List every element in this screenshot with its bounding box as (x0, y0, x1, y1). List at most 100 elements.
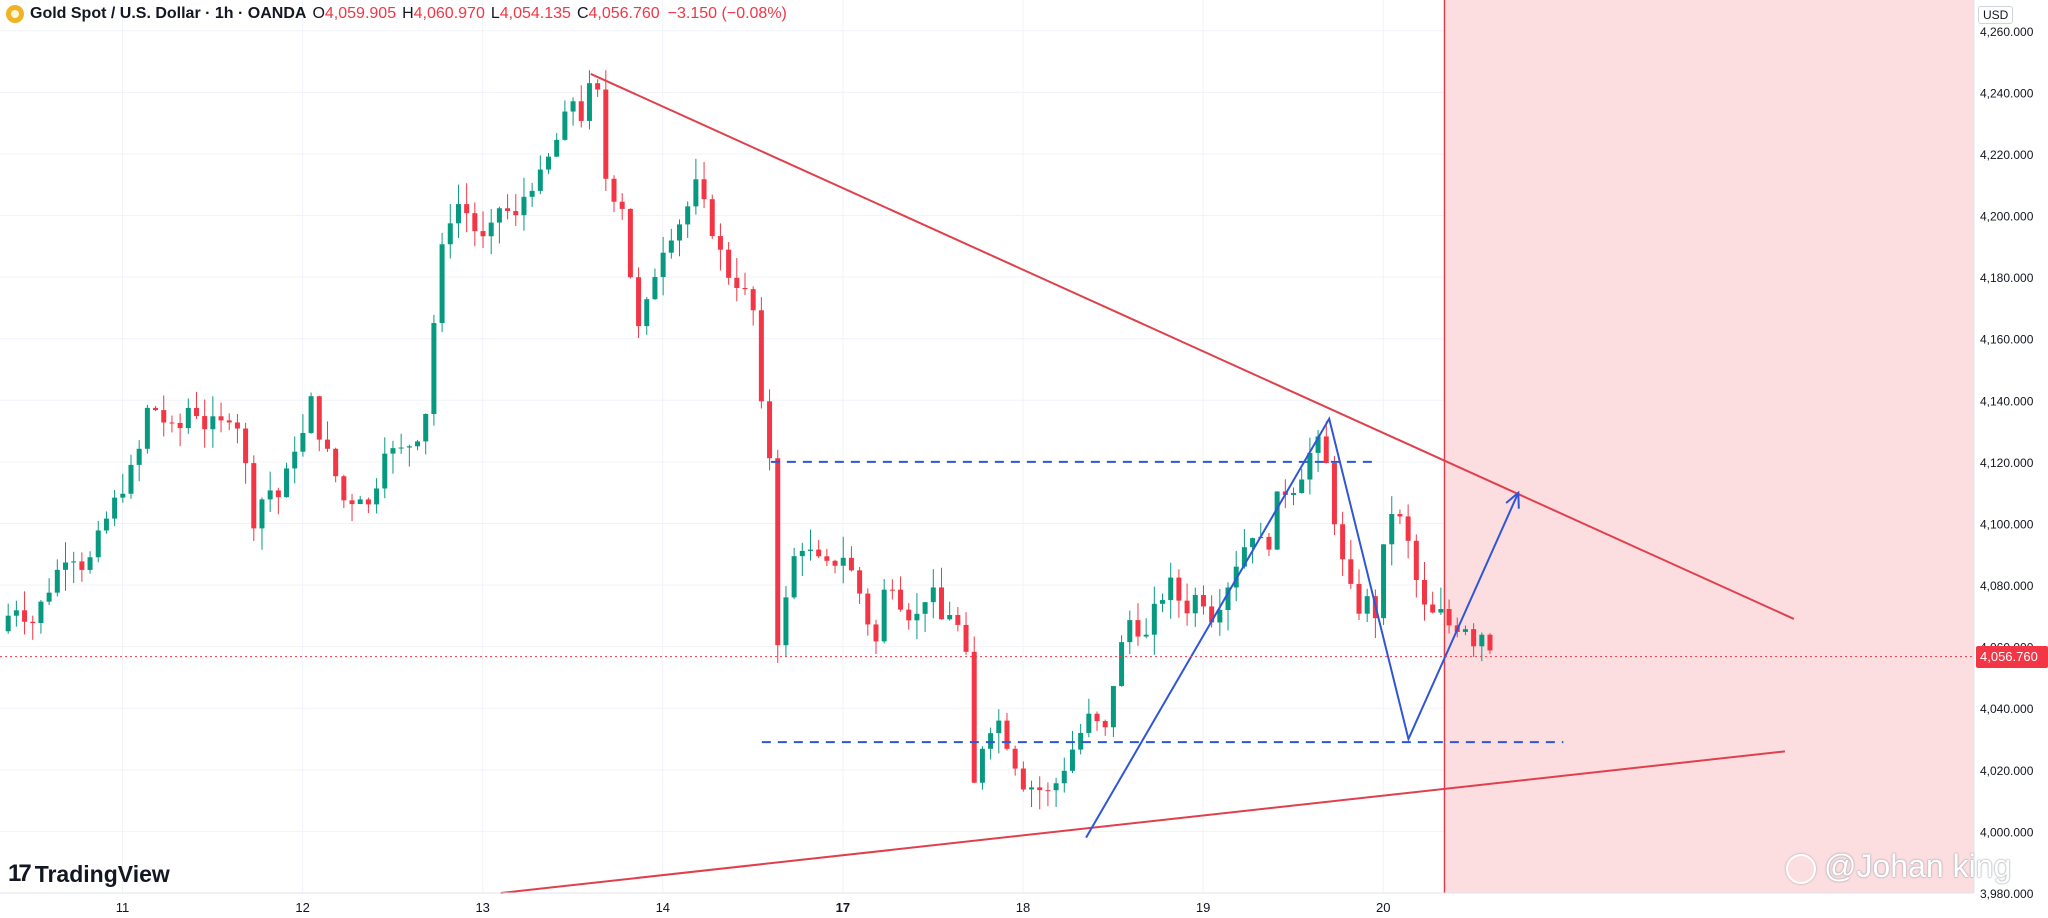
candle-body (685, 206, 691, 225)
candle-body (177, 422, 183, 429)
candle-body (1209, 606, 1215, 623)
candle-body (71, 561, 77, 563)
candle-body (889, 589, 895, 591)
candle-body (300, 432, 306, 452)
candle-body (603, 89, 609, 179)
candle-body (1135, 620, 1141, 637)
price-tick-label: 4,180.000 (1980, 271, 2034, 285)
candle-body (791, 556, 797, 598)
candle-body (275, 490, 281, 498)
candle-body (1413, 540, 1419, 581)
candle-body (693, 179, 699, 207)
time-tick-label: 14 (656, 900, 670, 915)
candle-body (979, 748, 985, 783)
tradingview-logo[interactable]: 17 TradingView (8, 860, 170, 888)
candle-body (783, 597, 789, 646)
candle-body (807, 549, 813, 551)
candle-body (824, 556, 830, 561)
candle-body (341, 476, 347, 501)
candle-body (775, 458, 781, 646)
candle-body (1487, 634, 1493, 651)
candle-body (87, 557, 93, 570)
candle-body (717, 236, 723, 250)
candle-body (390, 448, 396, 454)
candle-body (963, 624, 969, 652)
watermark-text: @Johan king (1824, 848, 2012, 884)
candle-body (1438, 609, 1444, 613)
candle-body (832, 560, 838, 566)
price-tick-label: 4,040.000 (1980, 702, 2034, 716)
candle-body (562, 111, 568, 140)
candle-body (103, 518, 109, 531)
candle-body (1323, 436, 1329, 464)
candle-body (30, 621, 36, 623)
candle-body (38, 601, 44, 623)
candle-body (857, 570, 863, 594)
candle-body (1086, 713, 1092, 733)
price-tick-label: 4,080.000 (1980, 579, 2034, 593)
candle-body (750, 289, 756, 311)
candle-body (169, 422, 175, 424)
candle-body (1192, 595, 1198, 614)
candle-body (1069, 749, 1075, 771)
candle-body (406, 446, 412, 448)
target-arrow-head (1505, 490, 1520, 509)
candle-body (652, 277, 658, 300)
candle-body (365, 499, 371, 505)
candle-body (1364, 596, 1370, 614)
change-value: −3.150 (−0.08%) (667, 5, 787, 22)
shaded-future-zone (1444, 0, 1974, 893)
candle-body (136, 448, 142, 465)
low-label: L (490, 5, 500, 22)
candle-body (1331, 463, 1337, 525)
price-axis[interactable]: 4,260.000 4,240.000 4,220.000 4,200.000 4,18… (1980, 25, 2034, 901)
candle-body (22, 610, 28, 622)
candle-body (1176, 577, 1182, 601)
price-tick-label: 4,020.000 (1980, 764, 2034, 778)
candle-body (1291, 493, 1297, 495)
candle-body (1397, 514, 1403, 517)
candle-body (742, 287, 748, 290)
candle-body (1200, 595, 1206, 607)
currency-label[interactable]: USD (1978, 6, 2014, 24)
symbol-title[interactable]: Gold Spot / U.S. Dollar · 1h · OANDA (30, 5, 307, 22)
candle-body (898, 589, 904, 610)
candle-body (1078, 732, 1084, 750)
candle-body (1012, 748, 1018, 769)
candle-body (1307, 452, 1313, 480)
zigzag-pattern (1085, 416, 1520, 839)
candle-body (619, 201, 625, 209)
candle-body (382, 453, 388, 489)
candle-body (333, 448, 339, 477)
time-tick-label: 19 (1196, 900, 1210, 915)
candle-body (251, 463, 257, 529)
candle-body (202, 416, 208, 430)
candle-body (1471, 629, 1477, 647)
time-tick-label: 20 (1376, 900, 1390, 915)
candle-body (1274, 491, 1280, 550)
gold-coin-icon (6, 5, 24, 23)
time-tick-label: 17 (836, 900, 850, 915)
candle-body (415, 441, 421, 447)
candle-body (1151, 603, 1157, 635)
candle-body (1004, 720, 1010, 749)
candle-body (955, 615, 961, 625)
candle-body (243, 428, 249, 464)
candle-body (947, 615, 953, 620)
close-label: C (576, 5, 589, 22)
candle-body (1119, 642, 1125, 687)
candle-body (701, 179, 707, 200)
candle-body (324, 439, 330, 449)
candle-body (496, 208, 502, 223)
candle-body (464, 204, 470, 214)
candle-body (62, 562, 68, 570)
candle-body (488, 222, 494, 237)
candle-body (988, 733, 994, 749)
high-label: H (402, 5, 414, 22)
high-value: 4,060.970 (413, 5, 485, 22)
price-tick-label: 4,200.000 (1980, 210, 2034, 224)
watermark: @Johan king (1786, 848, 2011, 885)
time-tick-label: 12 (295, 900, 309, 915)
time-axis[interactable]: 11 12 13 14 17 18 19 20 (116, 900, 1391, 915)
